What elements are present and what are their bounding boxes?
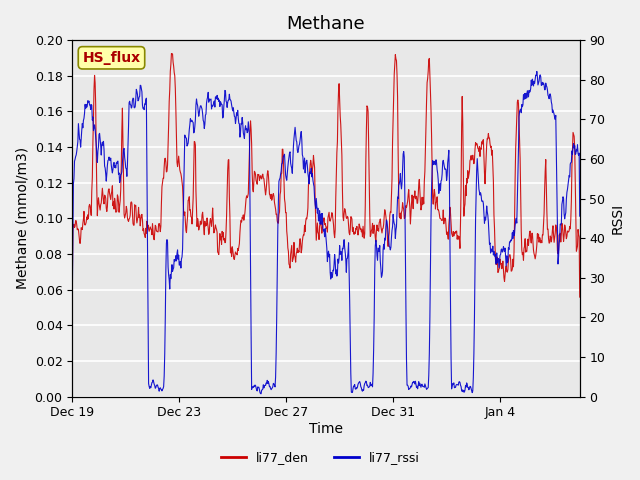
Legend: li77_den, li77_rssi: li77_den, li77_rssi [216,446,424,469]
Title: Methane: Methane [287,15,365,33]
Y-axis label: Methane (mmol/m3): Methane (mmol/m3) [15,147,29,289]
Text: HS_flux: HS_flux [83,51,141,65]
Y-axis label: RSSI: RSSI [611,203,625,234]
X-axis label: Time: Time [309,422,343,436]
